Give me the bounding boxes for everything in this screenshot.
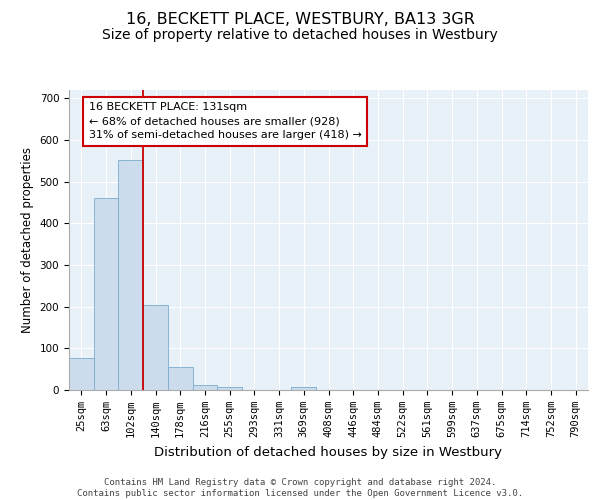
- Text: Contains HM Land Registry data © Crown copyright and database right 2024.
Contai: Contains HM Land Registry data © Crown c…: [77, 478, 523, 498]
- Bar: [143, 306, 168, 390]
- Text: Size of property relative to detached houses in Westbury: Size of property relative to detached ho…: [102, 28, 498, 42]
- X-axis label: Distribution of detached houses by size in Westbury: Distribution of detached houses by size …: [155, 446, 503, 458]
- Y-axis label: Number of detached properties: Number of detached properties: [21, 147, 34, 333]
- Bar: [168, 367, 193, 390]
- Bar: [118, 160, 143, 390]
- Bar: [217, 387, 242, 390]
- Bar: [69, 358, 94, 390]
- Bar: [193, 384, 217, 390]
- Text: 16 BECKETT PLACE: 131sqm
← 68% of detached houses are smaller (928)
31% of semi-: 16 BECKETT PLACE: 131sqm ← 68% of detach…: [89, 102, 362, 141]
- Bar: [94, 198, 118, 390]
- Bar: [292, 387, 316, 390]
- Text: 16, BECKETT PLACE, WESTBURY, BA13 3GR: 16, BECKETT PLACE, WESTBURY, BA13 3GR: [125, 12, 475, 28]
